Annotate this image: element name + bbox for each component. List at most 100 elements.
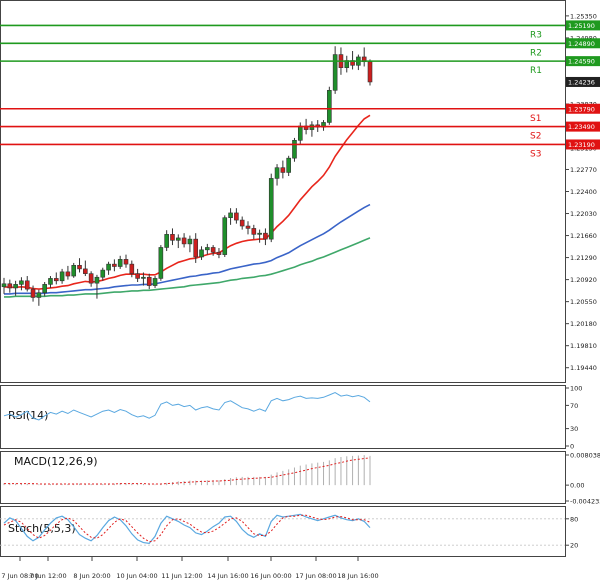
macd-tick-label: -0.004233 — [570, 498, 600, 506]
candle — [274, 164, 280, 186]
candle-body — [152, 278, 158, 286]
stoch-signal-line — [3, 514, 371, 543]
current-price-box — [566, 76, 600, 87]
candle-body — [297, 125, 303, 141]
candle-body — [257, 232, 262, 235]
level-price-box — [566, 20, 600, 31]
level-price-label: 1.23490 — [568, 123, 595, 131]
x-tick-label: 7 Jun 12:00 — [29, 572, 66, 580]
candle-body — [158, 247, 164, 279]
y-tick-label: 1.19810 — [570, 342, 597, 350]
support-resistance-levels: R3 1.25190 R2 1.24890 R1 1.24590 S1 1.23790 S2 1.… — [0, 20, 600, 159]
x-tick-label: 18 Jun 16:00 — [337, 572, 378, 580]
candle — [175, 234, 181, 249]
level-price-box — [566, 121, 600, 132]
level-name-s3: S3 — [530, 149, 541, 159]
macd-signal-line — [4, 457, 371, 485]
stoch-tick-label: 80 — [570, 515, 578, 523]
candle — [48, 276, 53, 288]
level-name-r1: R1 — [530, 66, 542, 76]
level-price-label: 1.23790 — [568, 105, 595, 113]
candle-body — [193, 238, 199, 258]
candle-body — [234, 212, 239, 221]
candle-body — [65, 271, 71, 277]
candle-body — [30, 288, 36, 298]
level-name-s1: S1 — [530, 114, 541, 124]
candle-body — [123, 259, 129, 265]
candle — [53, 272, 59, 285]
moving-average-line-3 — [4, 237, 371, 298]
candle — [7, 279, 13, 293]
candle — [88, 271, 94, 287]
level-price-box — [566, 103, 600, 114]
candle-body — [59, 271, 65, 282]
candle — [30, 285, 36, 302]
rsi-tick-label: 100 — [570, 385, 582, 393]
x-tick-label: 11 Jun 12:00 — [161, 572, 202, 580]
candle — [286, 155, 291, 177]
level-price-box — [566, 38, 600, 49]
candle-body — [24, 280, 30, 290]
y-tick-label: 1.22400 — [570, 188, 597, 196]
candle — [245, 221, 251, 235]
candle-body — [228, 212, 233, 218]
x-tick-label: 7 Jun 08:00 — [1, 572, 38, 580]
candle — [135, 268, 140, 282]
candle-body — [268, 178, 274, 240]
candle — [36, 289, 42, 306]
candle — [146, 273, 152, 290]
candle-body — [129, 263, 135, 274]
candle — [1, 277, 7, 294]
candle — [263, 228, 268, 246]
y-tick-label: 1.19440 — [570, 364, 597, 372]
candle — [19, 277, 24, 291]
candle-body — [112, 263, 117, 267]
macd-panel-frame — [0, 451, 566, 504]
moving-average-line-1 — [3, 114, 371, 290]
macd-tick-label: 0.00 — [570, 482, 584, 490]
candle — [13, 280, 18, 296]
x-tick-label: 17 Jun 08:00 — [295, 572, 336, 580]
rsi-panel-frame — [0, 385, 566, 449]
y-tick-label: 1.22770 — [570, 166, 597, 174]
candle — [193, 233, 199, 263]
candle — [210, 245, 216, 256]
candle — [216, 248, 222, 259]
candle-body — [216, 251, 222, 255]
candle — [112, 259, 117, 272]
macd-panel: MACD(12,26,9) 0.008038 0.00 -0.004233 — [3, 452, 600, 506]
candle-body — [181, 237, 187, 245]
y-tick-label: 1.20920 — [570, 276, 597, 284]
candle — [158, 245, 164, 281]
candle-body — [263, 232, 268, 240]
candle — [65, 265, 71, 280]
candle-body — [106, 263, 111, 271]
candle — [268, 173, 274, 243]
candle-body — [187, 238, 193, 245]
candle — [332, 46, 338, 94]
stoch-label: Stoch(5,5,3) — [8, 522, 76, 535]
candle — [71, 262, 77, 278]
candle-body — [13, 284, 18, 289]
y-tick-label: 1.20550 — [570, 298, 597, 306]
level-price-box — [566, 56, 600, 67]
candle — [228, 208, 233, 225]
level-price-label: 1.25190 — [568, 22, 595, 30]
rsi-tick-label: 30 — [570, 425, 578, 433]
candle — [292, 137, 297, 162]
x-tick-label: 8 Jun 20:00 — [73, 572, 110, 580]
candle — [24, 276, 30, 292]
candle-body — [274, 167, 280, 179]
candle — [164, 230, 169, 252]
candle-body — [280, 167, 286, 173]
candle-body — [77, 265, 82, 270]
stoch-main-line — [3, 513, 371, 545]
candle-body — [94, 276, 100, 284]
candle — [123, 254, 129, 268]
y-tick-label: 1.20180 — [570, 320, 597, 328]
candle-body — [164, 234, 169, 248]
candle-body — [53, 278, 59, 282]
candle — [152, 276, 158, 288]
rsi-tick-label: 0 — [570, 443, 574, 451]
